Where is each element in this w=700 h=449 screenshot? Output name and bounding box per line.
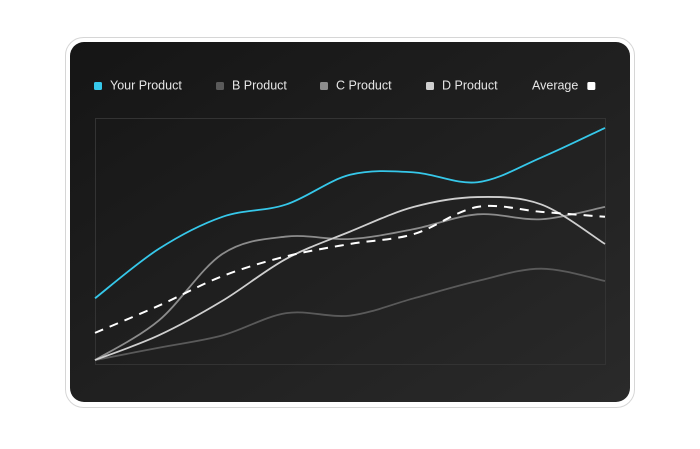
legend-swatch <box>320 82 328 90</box>
legend-swatch <box>94 82 102 90</box>
legend-label: Average <box>532 78 578 92</box>
series-line <box>94 127 606 300</box>
legend-swatch <box>426 82 434 90</box>
legend-label: C Product <box>336 78 392 92</box>
legend-label: B Product <box>232 78 287 92</box>
legend-swatch <box>216 82 224 90</box>
series-line <box>94 267 606 361</box>
legend-label: D Product <box>442 78 498 92</box>
series-line <box>94 196 606 361</box>
legend-label: Your Product <box>110 78 182 92</box>
series-line <box>94 204 606 334</box>
plot-area <box>95 118 606 365</box>
series-line <box>94 206 606 361</box>
legend-swatch <box>587 82 596 90</box>
card <box>70 42 630 402</box>
